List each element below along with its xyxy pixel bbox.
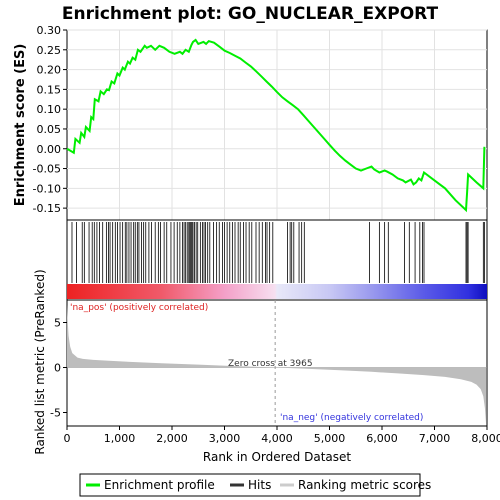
es-y-tick-label: -0.10 [33,182,61,195]
legend-label-enrichment: Enrichment profile [104,478,215,492]
metric-y-tick-label: 5 [54,317,61,330]
zero-cross-label: Zero cross at 3965 [228,359,313,369]
es-grid [67,29,487,220]
x-tick-label: 5,000 [314,432,346,445]
x-tick-label: 6,000 [366,432,398,445]
es-y-axis-label: Enrichment score (ES) [13,44,28,207]
x-tick-label: 1,000 [104,432,136,445]
ranked-metric-panel: 50-5 'na_pos' (positively correlated) Ze… [33,269,488,455]
metric-y-tick-label: 0 [54,362,61,375]
enrichment-profile-line [66,38,486,213]
ranking-metric-area [67,304,486,424]
es-y-tick-label: 0.10 [37,103,62,116]
es-y-tick-label: 0.15 [37,83,62,96]
legend-frame [79,473,421,497]
x-tick-label: 2,000 [156,432,188,445]
chart-title: Enrichment plot: GO_NUCLEAR_EXPORT [62,4,439,24]
legend-label-hits: Hits [248,478,271,492]
es-y-tick-label: 0.25 [37,44,62,57]
x-tick-label: 3,000 [209,432,241,445]
x-tick-label: 8,000 [471,432,500,445]
es-panel: 0.30 0.25 0.20 0.15 0.10 0.05 0.00 -0.05 -0.10 -0… [13,24,488,221]
es-y-tick-label: 0.20 [37,64,62,77]
hit-marks [71,222,485,283]
x-axis: 0 1,000 2,000 3,000 4,000 5,000 6,000 7,000 8,00… [64,426,500,445]
es-y-tick-label: 0.00 [37,143,62,156]
es-y-tick-label: -0.15 [33,202,61,215]
metric-y-axis-label: Ranked list metric (PreRanked) [33,269,47,454]
metric-y-ticks: 5 0 -5 [50,317,67,420]
es-y-tick-label: 0.05 [37,123,62,136]
positive-correlation-label: 'na_pos' (positively correlated) [70,303,208,313]
ranking-colorbar [67,284,487,299]
es-y-ticks: 0.30 0.25 0.20 0.15 0.10 0.05 0.00 -0.05 -0.10 -0… [33,24,67,215]
x-axis-label: Rank in Ordered Dataset [203,450,351,464]
es-y-tick-label: 0.30 [37,24,62,37]
hits-panel [66,219,488,301]
legend-label-metric: Ranking metric scores [298,478,431,492]
es-y-tick-label: -0.05 [33,163,61,176]
x-tick-label: 0 [64,432,71,445]
x-tick-label: 7,000 [419,432,451,445]
negative-correlation-label: 'na_neg' (negatively correlated) [280,413,423,423]
x-tick-label: 4,000 [261,432,293,445]
metric-y-tick-label: -5 [50,407,61,420]
legend: Enrichment profile Hits Ranking metric s… [79,473,431,497]
